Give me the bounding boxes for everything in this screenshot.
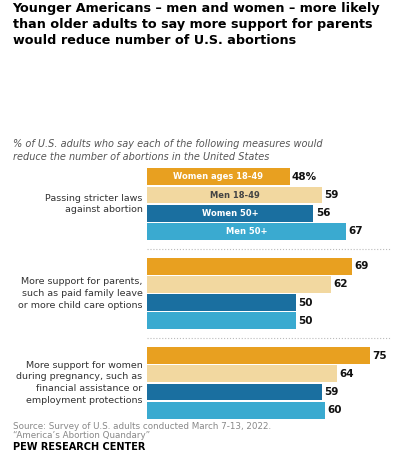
Text: Men 18-49: Men 18-49	[210, 191, 260, 199]
Text: “America’s Abortion Quandary”: “America’s Abortion Quandary”	[13, 431, 150, 440]
Text: 62: 62	[333, 279, 348, 289]
Bar	[147, 187, 322, 203]
Text: 56: 56	[316, 208, 330, 218]
Text: 75: 75	[372, 350, 387, 360]
Bar	[147, 365, 337, 382]
Bar	[147, 276, 331, 293]
Bar	[147, 312, 296, 329]
Bar	[147, 258, 352, 275]
Bar	[147, 402, 325, 419]
Text: 59: 59	[325, 387, 339, 397]
Text: 60: 60	[328, 405, 342, 415]
Text: 50: 50	[298, 298, 312, 308]
Text: 59: 59	[325, 190, 339, 200]
Text: PEW RESEARCH CENTER: PEW RESEARCH CENTER	[13, 442, 145, 452]
Text: More support for parents,
such as paid family leave
or more child care options: More support for parents, such as paid f…	[18, 277, 142, 310]
Text: Women ages 18-49: Women ages 18-49	[173, 172, 263, 181]
Text: Source: Survey of U.S. adults conducted March 7-13, 2022.: Source: Survey of U.S. adults conducted …	[13, 422, 271, 431]
Bar	[147, 384, 322, 400]
Text: Younger Americans – men and women – more likely
than older adults to say more su: Younger Americans – men and women – more…	[13, 2, 380, 47]
Bar	[147, 347, 370, 364]
Text: Passing stricter laws
against abortion: Passing stricter laws against abortion	[45, 194, 142, 214]
Text: 67: 67	[349, 227, 363, 237]
Bar	[147, 205, 313, 222]
Bar	[147, 223, 346, 240]
Text: % of U.S. adults who say each of the following measures would
reduce the number : % of U.S. adults who say each of the fol…	[13, 139, 322, 162]
Bar	[147, 168, 290, 185]
Text: 64: 64	[339, 369, 354, 379]
Text: Men 50+: Men 50+	[226, 227, 267, 236]
Bar	[147, 294, 296, 311]
Text: More support for women
during pregnancy, such as
financial assistance or
employm: More support for women during pregnancy,…	[16, 361, 142, 405]
Text: 48%: 48%	[292, 172, 317, 182]
Text: 69: 69	[354, 261, 369, 271]
Text: Women 50+: Women 50+	[202, 209, 258, 217]
Text: 50: 50	[298, 316, 312, 326]
